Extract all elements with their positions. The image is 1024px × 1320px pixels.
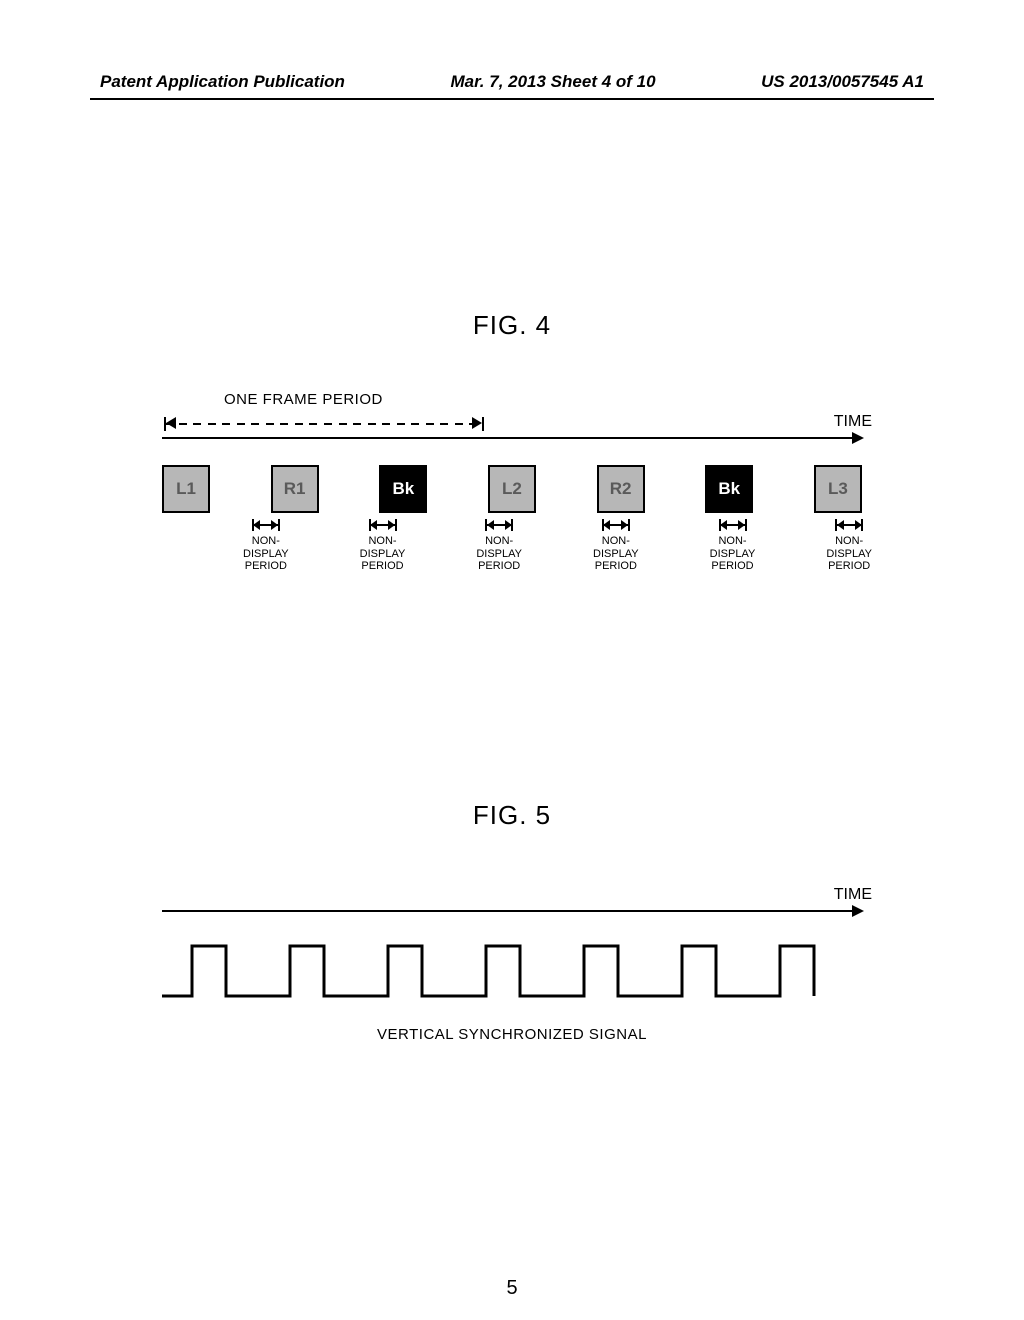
header-center: Mar. 7, 2013 Sheet 4 of 10	[451, 72, 656, 92]
figure-4: FIG. 4 ONE FRAME PERIOD TIME L1 R1 Bk L2 R2 B…	[0, 310, 1024, 671]
figure-5-body: TIME VERTICAL SYNCHRONIZED SIGNAL	[152, 886, 872, 1086]
non-display-period-label: NON-DISPLAYPERIOD	[231, 519, 301, 573]
figure-4-caption: FIG. 4	[0, 310, 1024, 341]
frame-box: Bk	[379, 465, 427, 513]
figure-4-body: ONE FRAME PERIOD TIME L1 R1 Bk L2 R2 Bk L3 NON…	[152, 391, 872, 671]
one-frame-period-label: ONE FRAME PERIOD	[224, 391, 383, 408]
non-display-period-label: NON-DISPLAYPERIOD	[698, 519, 768, 573]
frame-box: R2	[597, 465, 645, 513]
vsync-waveform	[162, 928, 878, 1018]
non-display-period-label: NON-DISPLAYPERIOD	[814, 519, 884, 573]
figure-5-caption: FIG. 5	[0, 800, 1024, 831]
page-header: Patent Application Publication Mar. 7, 2…	[100, 72, 924, 92]
vsync-label: VERTICAL SYNCHRONIZED SIGNAL	[152, 1026, 872, 1043]
non-display-period-label: NON-DISPLAYPERIOD	[348, 519, 418, 573]
fig4-time-axis-arrow	[162, 437, 862, 439]
fig5-time-label: TIME	[834, 886, 872, 904]
frame-box: L2	[488, 465, 536, 513]
frame-box: R1	[271, 465, 319, 513]
frame-box: L1	[162, 465, 210, 513]
one-frame-period-bracket	[164, 415, 484, 435]
fig5-time-axis-arrow	[162, 910, 862, 912]
frame-box: Bk	[705, 465, 753, 513]
header-left: Patent Application Publication	[100, 72, 345, 92]
non-display-labels-row: NON-DISPLAYPERIOD NON-DISPLAYPERIOD NON-DI…	[162, 519, 862, 629]
fig4-time-label: TIME	[834, 413, 872, 431]
frame-box: L3	[814, 465, 862, 513]
non-display-period-label: NON-DISPLAYPERIOD	[581, 519, 651, 573]
figure-5: FIG. 5 TIME VERTICAL SYNCHRONIZED SIGNAL	[0, 800, 1024, 1086]
header-right: US 2013/0057545 A1	[761, 72, 924, 92]
non-display-period-label: NON-DISPLAYPERIOD	[464, 519, 534, 573]
frame-sequence: L1 R1 Bk L2 R2 Bk L3	[162, 465, 862, 517]
header-rule	[90, 98, 934, 100]
page-number: 5	[0, 1277, 1024, 1300]
